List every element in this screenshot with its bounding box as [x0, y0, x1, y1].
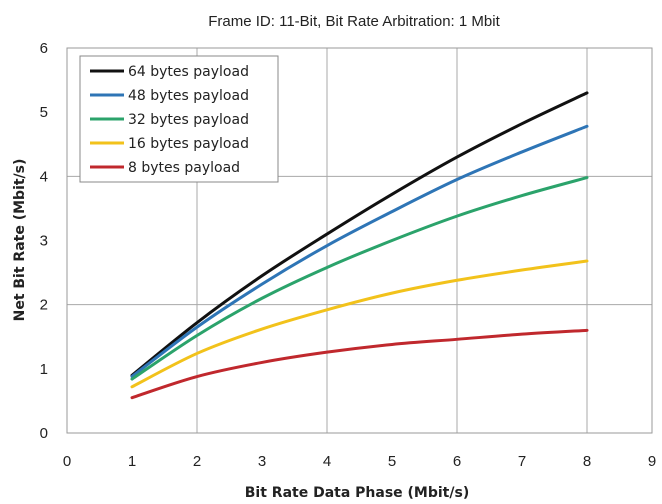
legend-label: 32 bytes payload: [128, 112, 249, 128]
x-tick-label: 8: [583, 453, 591, 470]
x-tick-label: 1: [128, 453, 136, 470]
y-axis-label: Net Bit Rate (Mbit/s): [12, 159, 28, 322]
y-tick-label: 1: [40, 361, 48, 378]
plot-area-frame: [66, 47, 653, 434]
x-axis-label: Bit Rate Data Phase (Mbit/s): [245, 485, 469, 501]
chart-title: Frame ID: 11-Bit, Bit Rate Arbitration: …: [208, 13, 500, 30]
x-tick-label: 3: [258, 453, 266, 470]
legend: 64 bytes payload 48 bytes payload 32 bytes…: [79, 55, 279, 183]
y-axis-ticks: 0 1 2 3 4 5 6: [40, 40, 48, 442]
series-lines: [130, 91, 589, 400]
series-line: [130, 91, 589, 377]
x-tick-label: 9: [648, 453, 656, 470]
y-tick-label: 5: [40, 104, 48, 121]
series-line: [130, 328, 589, 400]
legend-label: 48 bytes payload: [128, 88, 249, 104]
legend-label: 8 bytes payload: [128, 160, 240, 176]
x-tick-label: 4: [323, 453, 331, 470]
x-tick-label: 2: [193, 453, 201, 470]
x-tick-label: 7: [518, 453, 526, 470]
y-tick-label: 2: [40, 297, 48, 314]
y-tick-label: 4: [40, 168, 48, 185]
legend-label: 16 bytes payload: [128, 136, 249, 152]
x-tick-label: 5: [388, 453, 396, 470]
y-tick-label: 6: [40, 40, 48, 57]
y-tick-label: 0: [40, 425, 48, 442]
series-line: [130, 124, 589, 379]
series-line: [130, 259, 589, 389]
legend-label: 64 bytes payload: [128, 64, 249, 80]
series-line: [130, 176, 589, 381]
x-tick-label: 0: [63, 453, 71, 470]
x-axis-ticks: 0 1 2 3 4 5 6 7 8 9: [63, 453, 656, 470]
x-tick-label: 6: [453, 453, 461, 470]
y-tick-label: 3: [40, 233, 48, 250]
